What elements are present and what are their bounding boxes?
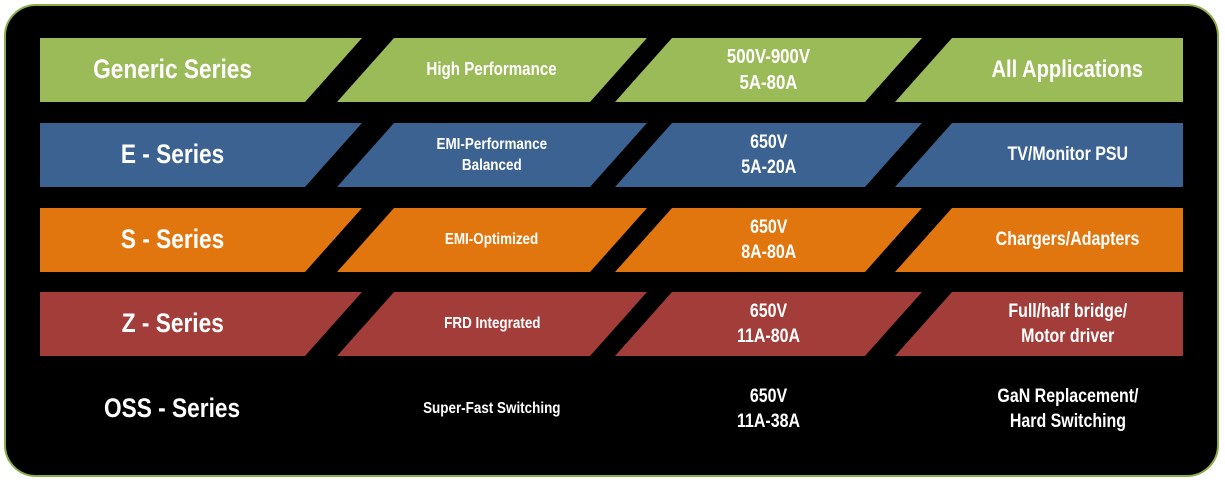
- ratings-text: 650V 8A-80A: [740, 216, 796, 263]
- series-name-cell: E - Series: [40, 123, 362, 187]
- series-name: Z - Series: [121, 308, 224, 339]
- row-generic-series: Generic Series High Performance 500V-900…: [40, 38, 1183, 102]
- application-text: All Applications: [991, 56, 1144, 84]
- ratings-text: 650V 5A-20A: [740, 131, 796, 178]
- feature-text: Super-Fast Switching: [423, 400, 561, 418]
- application-cell: GaN Replacement/ Hard Switching: [895, 377, 1183, 441]
- application-cell: All Applications: [895, 38, 1183, 102]
- series-name-cell: Z - Series: [40, 292, 362, 356]
- series-name: Generic Series: [93, 54, 252, 85]
- feature-cell: FRD Integrated: [337, 292, 647, 356]
- ratings-cell: 500V-900V 5A-80A: [615, 38, 922, 102]
- application-text: Full/half bridge/ Motor driver: [1008, 300, 1127, 347]
- series-name-cell: OSS - Series: [40, 377, 362, 441]
- feature-text: High Performance: [426, 59, 558, 80]
- application-text: Chargers/Adapters: [995, 229, 1140, 251]
- series-name-cell: S - Series: [40, 208, 362, 272]
- application-cell: TV/Monitor PSU: [895, 123, 1183, 187]
- feature-cell: EMI-Optimized: [337, 208, 647, 272]
- ratings-cell: 650V 11A-80A: [615, 292, 922, 356]
- application-text: GaN Replacement/ Hard Switching: [996, 385, 1139, 432]
- ratings-cell: 650V 8A-80A: [615, 208, 922, 272]
- feature-text: EMI-Performance Balanced: [436, 135, 548, 174]
- application-cell: Chargers/Adapters: [895, 208, 1183, 272]
- feature-cell: EMI-Performance Balanced: [337, 123, 647, 187]
- ratings-cell: 650V 5A-20A: [615, 123, 922, 187]
- series-table-panel: Generic Series High Performance 500V-900…: [4, 4, 1219, 477]
- application-cell: Full/half bridge/ Motor driver: [895, 292, 1183, 356]
- ratings-text: 500V-900V 5A-80A: [726, 45, 811, 94]
- series-name-cell: Generic Series: [40, 38, 362, 102]
- feature-text: EMI-Optimized: [445, 231, 539, 249]
- series-name: OSS - Series: [104, 393, 241, 424]
- row-s-series: S - Series EMI-Optimized 650V 8A-80A Cha…: [40, 208, 1183, 272]
- row-oss-series: OSS - Series Super-Fast Switching 650V 1…: [40, 377, 1183, 441]
- ratings-cell: 650V 11A-38A: [615, 377, 922, 441]
- application-text: TV/Monitor PSU: [1007, 144, 1128, 166]
- ratings-text: 650V 11A-38A: [737, 385, 800, 432]
- row-e-series: E - Series EMI-Performance Balanced 650V…: [40, 123, 1183, 187]
- series-name: E - Series: [120, 139, 225, 170]
- feature-cell: High Performance: [337, 38, 647, 102]
- series-name: S - Series: [120, 224, 225, 255]
- feature-cell: Super-Fast Switching: [337, 377, 647, 441]
- row-z-series: Z - Series FRD Integrated 650V 11A-80A F…: [40, 292, 1183, 356]
- feature-text: FRD Integrated: [443, 315, 541, 333]
- ratings-text: 650V 11A-80A: [737, 300, 800, 347]
